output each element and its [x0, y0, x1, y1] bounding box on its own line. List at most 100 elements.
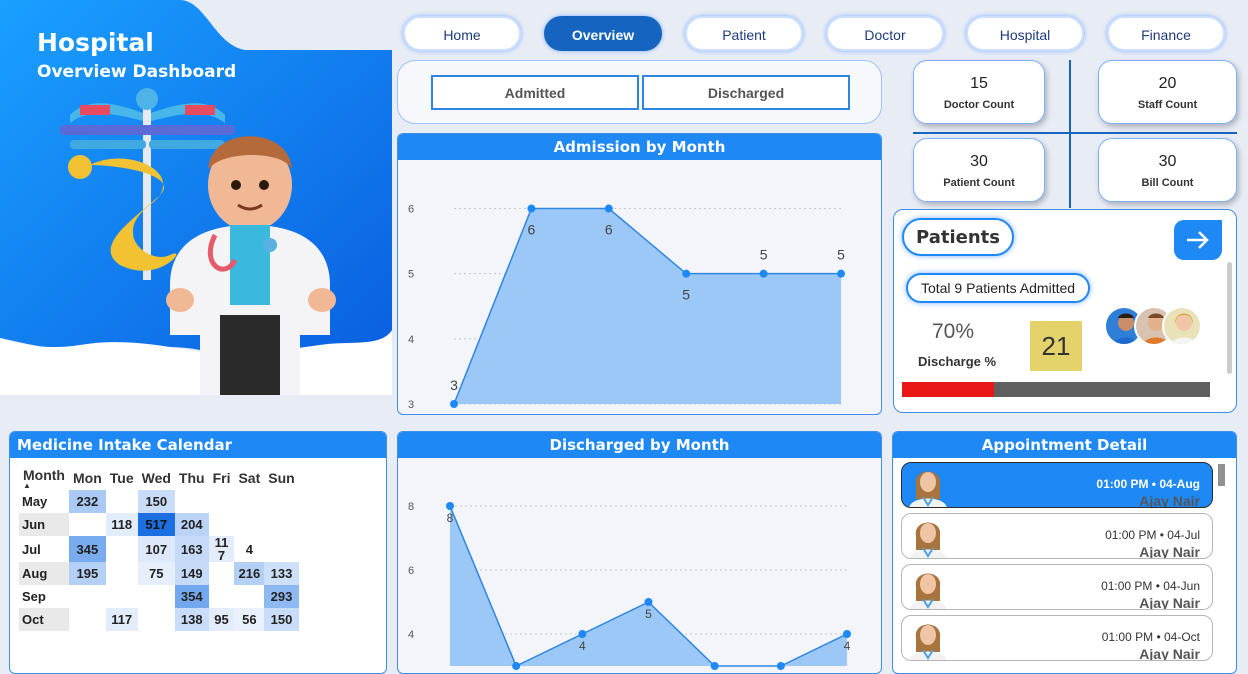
- calendar-cell[interactable]: [234, 585, 264, 608]
- calendar-cell[interactable]: 118: [105, 513, 138, 536]
- kpi-staff-count: 20 Staff Count: [1098, 60, 1237, 124]
- calendar-cell[interactable]: 216: [234, 562, 265, 585]
- x-tick-label: May-23: [695, 671, 735, 674]
- calendar-cell[interactable]: [106, 562, 138, 585]
- calendar-month-label: Jun: [19, 513, 69, 536]
- patients-count-tile: 21: [1030, 321, 1082, 371]
- nav-doctor[interactable]: Doctor: [826, 16, 944, 51]
- calendar-cell[interactable]: 204: [174, 513, 209, 536]
- y-tick-label: 3: [408, 399, 414, 411]
- appointment-doctor-name: Ajay Nair: [1139, 544, 1200, 559]
- calendar-cell[interactable]: [234, 490, 264, 513]
- calendar-cell[interactable]: 95: [208, 608, 235, 631]
- calendar-cell[interactable]: [264, 513, 298, 536]
- discharge-percent: 70%: [932, 320, 975, 343]
- nav-overview[interactable]: Overview: [544, 16, 662, 51]
- calendar-cell[interactable]: 133: [264, 562, 299, 585]
- top-navigation: Home Overview Patient Doctor Hospital Fi…: [403, 16, 1228, 51]
- nav-finance[interactable]: Finance: [1107, 16, 1225, 51]
- calendar-cell[interactable]: 117: [105, 608, 138, 631]
- calendar-cell[interactable]: [264, 490, 298, 513]
- calendar-cell[interactable]: 11 7: [208, 536, 235, 562]
- appointment-item[interactable]: 01:00 PM • 04-Oct Ajay Nair: [901, 615, 1213, 661]
- calendar-cell[interactable]: [69, 608, 106, 631]
- arrow-right-icon[interactable]: [1174, 220, 1222, 260]
- appointment-scrollbar[interactable]: [1218, 464, 1225, 486]
- x-tick-label: Jul-23: [566, 671, 599, 674]
- hero-subtitle: Overview Dashboard: [37, 62, 237, 82]
- doctor-photo: [909, 624, 947, 660]
- appointment-doctor-name: Ajay Nair: [1139, 595, 1200, 610]
- calendar-cell[interactable]: 107: [137, 536, 175, 562]
- discharged-button[interactable]: Discharged: [642, 75, 850, 110]
- kpi-label: Patient Count: [943, 177, 1015, 189]
- calendar-cell[interactable]: [209, 513, 235, 536]
- patient-avatars: [1104, 306, 1204, 350]
- calendar-cell[interactable]: 138: [174, 608, 209, 631]
- calendar-cell[interactable]: [138, 608, 175, 631]
- calendar-cell[interactable]: 4: [245, 541, 253, 557]
- calendar-cell[interactable]: 345: [68, 536, 106, 562]
- calendar-cell[interactable]: 150: [137, 490, 175, 513]
- calendar-cell[interactable]: [106, 536, 138, 562]
- data-point: [604, 204, 613, 213]
- appointment-item[interactable]: 01:00 PM • 04-Jun Ajay Nair: [901, 564, 1213, 610]
- calendar-cell[interactable]: [138, 585, 175, 608]
- appointment-time: 01:00 PM • 04-Aug: [1096, 477, 1200, 491]
- kpi-value: 15: [970, 75, 988, 92]
- calendar-cell[interactable]: [209, 585, 235, 608]
- calendar-cell[interactable]: [209, 490, 235, 513]
- appointment-item[interactable]: 01:00 PM • 04-Aug Ajay Nair: [901, 462, 1213, 508]
- calendar-cell[interactable]: 354: [174, 585, 209, 608]
- calendar-cell[interactable]: 163: [174, 536, 209, 562]
- y-tick-label: 6: [408, 565, 414, 577]
- admitted-button[interactable]: Admitted: [431, 75, 639, 110]
- doctor-photo: [909, 471, 947, 507]
- calendar-row: Jun 118 517 204: [19, 513, 299, 536]
- discharge-progress-fill: [902, 382, 995, 397]
- kpi-doctor-count: 15 Doctor Count: [913, 60, 1045, 124]
- data-label: 5: [760, 247, 768, 263]
- calendar-cell[interactable]: 232: [68, 490, 106, 513]
- nav-hospital[interactable]: Hospital: [966, 16, 1084, 51]
- discharge-progress-bar: [902, 382, 1210, 397]
- calendar-cell[interactable]: [69, 585, 106, 608]
- calendar-cell[interactable]: 517: [137, 513, 175, 536]
- calendar-cell[interactable]: 75: [137, 562, 175, 585]
- kpi-label: Doctor Count: [943, 99, 1015, 111]
- data-label: 4: [844, 639, 851, 653]
- calendar-cell[interactable]: [234, 513, 264, 536]
- data-point: [710, 662, 719, 670]
- avatar: [1104, 306, 1144, 346]
- calendar-cell[interactable]: [106, 490, 138, 513]
- calendar-cell[interactable]: 150: [264, 608, 299, 631]
- calendar-header-sat: Sat: [238, 470, 261, 486]
- calendar-cell[interactable]: [69, 513, 106, 536]
- calendar-cell[interactable]: [209, 562, 235, 585]
- kpi-value: 20: [1158, 75, 1177, 92]
- calendar-cell[interactable]: 149: [174, 562, 209, 585]
- calendar-cell[interactable]: [264, 536, 298, 562]
- patients-scrollbar[interactable]: [1227, 262, 1232, 374]
- data-point: [512, 662, 521, 670]
- data-point: [644, 598, 653, 606]
- appointment-item[interactable]: 01:00 PM • 04-Jul Ajay Nair: [901, 513, 1213, 559]
- calendar-header-month[interactable]: Month ▲: [23, 467, 65, 490]
- calendar-cell[interactable]: [106, 585, 138, 608]
- data-point: [450, 400, 458, 408]
- calendar-cell[interactable]: 56: [234, 608, 265, 631]
- nav-patient[interactable]: Patient: [685, 16, 803, 51]
- discharge-percent-label: Discharge %: [918, 354, 997, 369]
- calendar-cell[interactable]: [175, 490, 209, 513]
- data-label: 3: [450, 377, 458, 393]
- calendar-row: Jul 345 107 163 11 7 4: [19, 536, 299, 562]
- calendar-cell[interactable]: 293: [264, 585, 299, 608]
- appointment-doctor-name: Ajay Nair: [1139, 646, 1200, 661]
- admission-chart: 3 4 5 6 3 6 6 5 5 5 May June July August September Octo…: [408, 204, 845, 415]
- nav-home[interactable]: Home: [403, 16, 521, 51]
- x-tick-label: July: [598, 414, 619, 415]
- doctor-photo: [909, 573, 947, 609]
- patients-title[interactable]: Patients: [902, 218, 1014, 256]
- y-tick-label: 8: [408, 501, 414, 513]
- calendar-cell[interactable]: 195: [68, 562, 106, 585]
